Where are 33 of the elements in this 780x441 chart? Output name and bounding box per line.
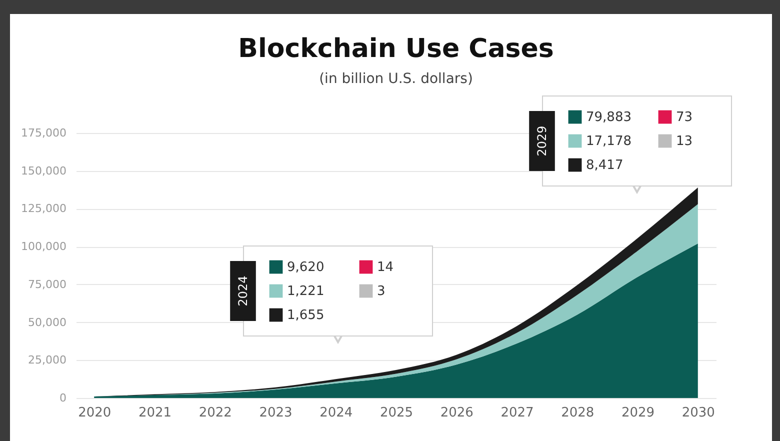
annotation: 1,655 bbox=[287, 308, 324, 323]
y-tick-label: 100,000 bbox=[21, 240, 66, 254]
chart-subtitle: (in billion U.S. dollars) bbox=[319, 71, 473, 87]
x-tick-label: 2025 bbox=[380, 406, 414, 420]
y-tick-label: 150,000 bbox=[21, 164, 66, 178]
x-tick-label: 2024 bbox=[320, 406, 353, 420]
text: 73 bbox=[676, 110, 693, 125]
y-tick-label: 25,000 bbox=[28, 354, 66, 367]
x-tick-label: 2023 bbox=[259, 406, 292, 420]
y-tick-label: 0 bbox=[60, 392, 66, 404]
chart-title: Blockchain Use Cases bbox=[238, 34, 554, 64]
y-tick-label: 75,000 bbox=[28, 278, 66, 291]
x-tick-label: 2030 bbox=[682, 406, 715, 420]
x-tick-label: 2020 bbox=[78, 406, 112, 420]
x-tick-label: 2021 bbox=[138, 406, 172, 420]
annotation: 2024 bbox=[236, 276, 250, 306]
text: 79,883 bbox=[586, 110, 632, 125]
annotation: 9,620 bbox=[287, 260, 324, 275]
x-tick-label: 2026 bbox=[440, 406, 474, 420]
x-tick-label: 2028 bbox=[561, 406, 594, 420]
annotation: 8,417 bbox=[586, 158, 624, 173]
annotation: 13 bbox=[676, 134, 693, 149]
y-tick-label: 175,000 bbox=[21, 126, 66, 140]
annotation: 17,178 bbox=[586, 134, 632, 149]
annotation: 1,221 bbox=[287, 284, 324, 299]
annotation: 14 bbox=[377, 260, 394, 275]
x-tick-label: 2022 bbox=[198, 406, 232, 420]
y-tick-label: 50,000 bbox=[28, 316, 66, 329]
x-tick-label: 2029 bbox=[621, 406, 655, 420]
x-tick-label: 2027 bbox=[500, 406, 534, 420]
annotation: 2029 bbox=[535, 126, 549, 156]
annotation: 3 bbox=[377, 284, 386, 299]
y-tick-label: 125,000 bbox=[21, 202, 66, 216]
